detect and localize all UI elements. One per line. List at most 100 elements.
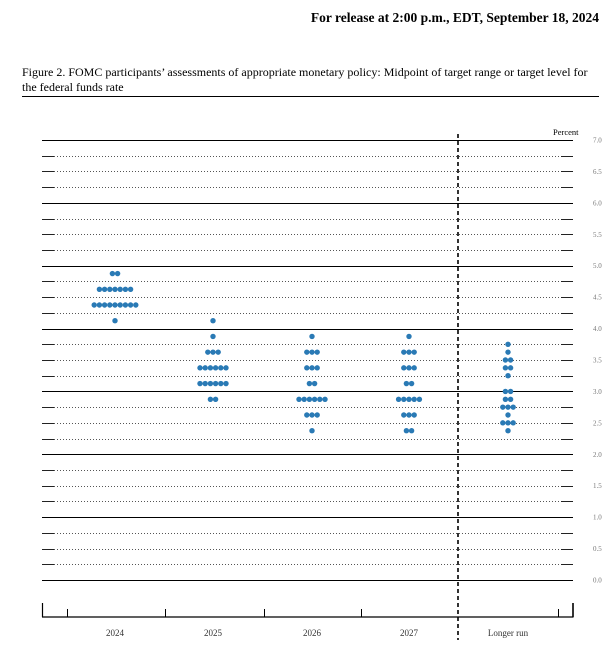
- caption-divider: [22, 96, 599, 97]
- participant-dot: [127, 302, 134, 308]
- series-2027: [395, 333, 423, 434]
- y-tick-label: 0.5: [593, 545, 602, 553]
- x-category-label: 2024: [106, 628, 125, 638]
- y-tick-label: 2.0: [593, 451, 602, 459]
- y-tick-label: 5.0: [593, 262, 602, 270]
- x-category-label: Longer run: [488, 628, 529, 638]
- y-tick-label: 3.0: [593, 388, 602, 396]
- participant-dot: [507, 396, 514, 402]
- participant-dot: [401, 412, 407, 418]
- participant-dot: [416, 396, 423, 402]
- participant-dot: [296, 396, 302, 402]
- y-tick-label: 6.5: [593, 168, 602, 176]
- y-tick-label: 4.5: [593, 294, 602, 302]
- participant-dot: [403, 428, 410, 434]
- participant-dot: [314, 412, 320, 418]
- dot-series: [91, 270, 516, 434]
- participant-dot: [210, 318, 216, 324]
- participant-dot: [311, 380, 318, 387]
- participant-dot: [212, 365, 219, 371]
- participant-dot: [202, 365, 208, 371]
- participant-dot: [505, 404, 511, 410]
- participant-dot: [109, 270, 116, 277]
- participant-dot: [210, 349, 216, 355]
- participant-dot: [212, 380, 219, 387]
- y-tick-label: 1.5: [593, 482, 602, 490]
- participant-dot: [408, 380, 415, 387]
- participant-dot: [210, 333, 216, 340]
- gridlines: [42, 139, 573, 582]
- participant-dot: [205, 349, 211, 355]
- participant-dot: [317, 396, 323, 402]
- participant-dot: [212, 396, 219, 402]
- x-category-label: 2025: [204, 628, 223, 638]
- participant-dot: [411, 412, 417, 418]
- participant-dot: [304, 365, 310, 371]
- y-tick-label: 0.0: [593, 577, 602, 585]
- participant-dot: [112, 302, 118, 308]
- participant-dot: [309, 412, 315, 418]
- participant-dot: [505, 373, 511, 379]
- participant-dot: [117, 286, 123, 292]
- participant-dot: [411, 365, 417, 371]
- release-notice: For release at 2:00 p.m., EDT, September…: [310, 10, 599, 25]
- participant-dot: [96, 302, 103, 308]
- participant-dot: [406, 333, 412, 340]
- participant-dot: [505, 428, 511, 434]
- participant-dot: [510, 404, 516, 410]
- series-2024: [91, 270, 139, 324]
- participant-dot: [304, 349, 310, 355]
- y-tick-label: 1.0: [593, 514, 602, 522]
- participant-dot: [502, 357, 509, 363]
- x-category-label: 2026: [303, 628, 322, 638]
- participant-dot: [301, 396, 307, 402]
- participant-dot: [510, 420, 516, 426]
- participant-dot: [505, 349, 511, 355]
- participant-dot: [197, 380, 203, 387]
- participant-dot: [502, 388, 509, 395]
- participant-dot: [107, 302, 113, 308]
- series-longer-run: [500, 341, 516, 434]
- participant-dot: [107, 286, 113, 292]
- participant-dot: [207, 396, 214, 402]
- participant-dot: [505, 341, 511, 347]
- participant-dot: [122, 286, 129, 292]
- participant-dot: [408, 428, 415, 434]
- participant-dot: [127, 286, 134, 292]
- participant-dot: [114, 270, 121, 277]
- y-axis-tick-labels: 0.0 0.5 1.0 1.5 2.0 2.5 3.0 3.5 4.0 4.5 5.0 5.5 6.0 6…: [593, 137, 602, 585]
- participant-dot: [202, 380, 208, 387]
- participant-dot: [403, 380, 410, 387]
- participant-dot: [112, 318, 118, 324]
- x-category-label: 2027: [400, 628, 419, 638]
- participant-dot: [406, 412, 412, 418]
- y-tick-label: 5.5: [593, 231, 602, 239]
- participant-dot: [507, 357, 514, 363]
- participant-dot: [322, 396, 328, 402]
- participant-dot: [395, 396, 402, 402]
- participant-dot: [197, 365, 203, 371]
- participant-dot: [502, 365, 509, 371]
- participant-dot: [406, 349, 412, 355]
- series-2026: [296, 333, 328, 434]
- participant-dot: [401, 396, 407, 402]
- participant-dot: [218, 380, 224, 387]
- participant-dot: [112, 286, 118, 292]
- participant-dot: [218, 365, 224, 371]
- participant-dot: [411, 349, 417, 355]
- y-axis-unit-label: Percent: [553, 127, 579, 137]
- participant-dot: [101, 302, 108, 308]
- participant-dot: [91, 302, 97, 308]
- participant-dot: [309, 349, 315, 355]
- participant-dot: [505, 412, 511, 418]
- participant-dot: [500, 404, 506, 410]
- participant-dot: [309, 333, 315, 340]
- participant-dot: [500, 420, 506, 426]
- participant-dot: [133, 302, 139, 308]
- y-tick-label: 6.0: [593, 199, 602, 207]
- participant-dot: [505, 420, 511, 426]
- participant-dot: [215, 349, 221, 355]
- participant-dot: [507, 365, 514, 371]
- participant-dot: [306, 396, 313, 402]
- figure-caption: Figure 2. FOMC participants’ assessments…: [22, 65, 588, 94]
